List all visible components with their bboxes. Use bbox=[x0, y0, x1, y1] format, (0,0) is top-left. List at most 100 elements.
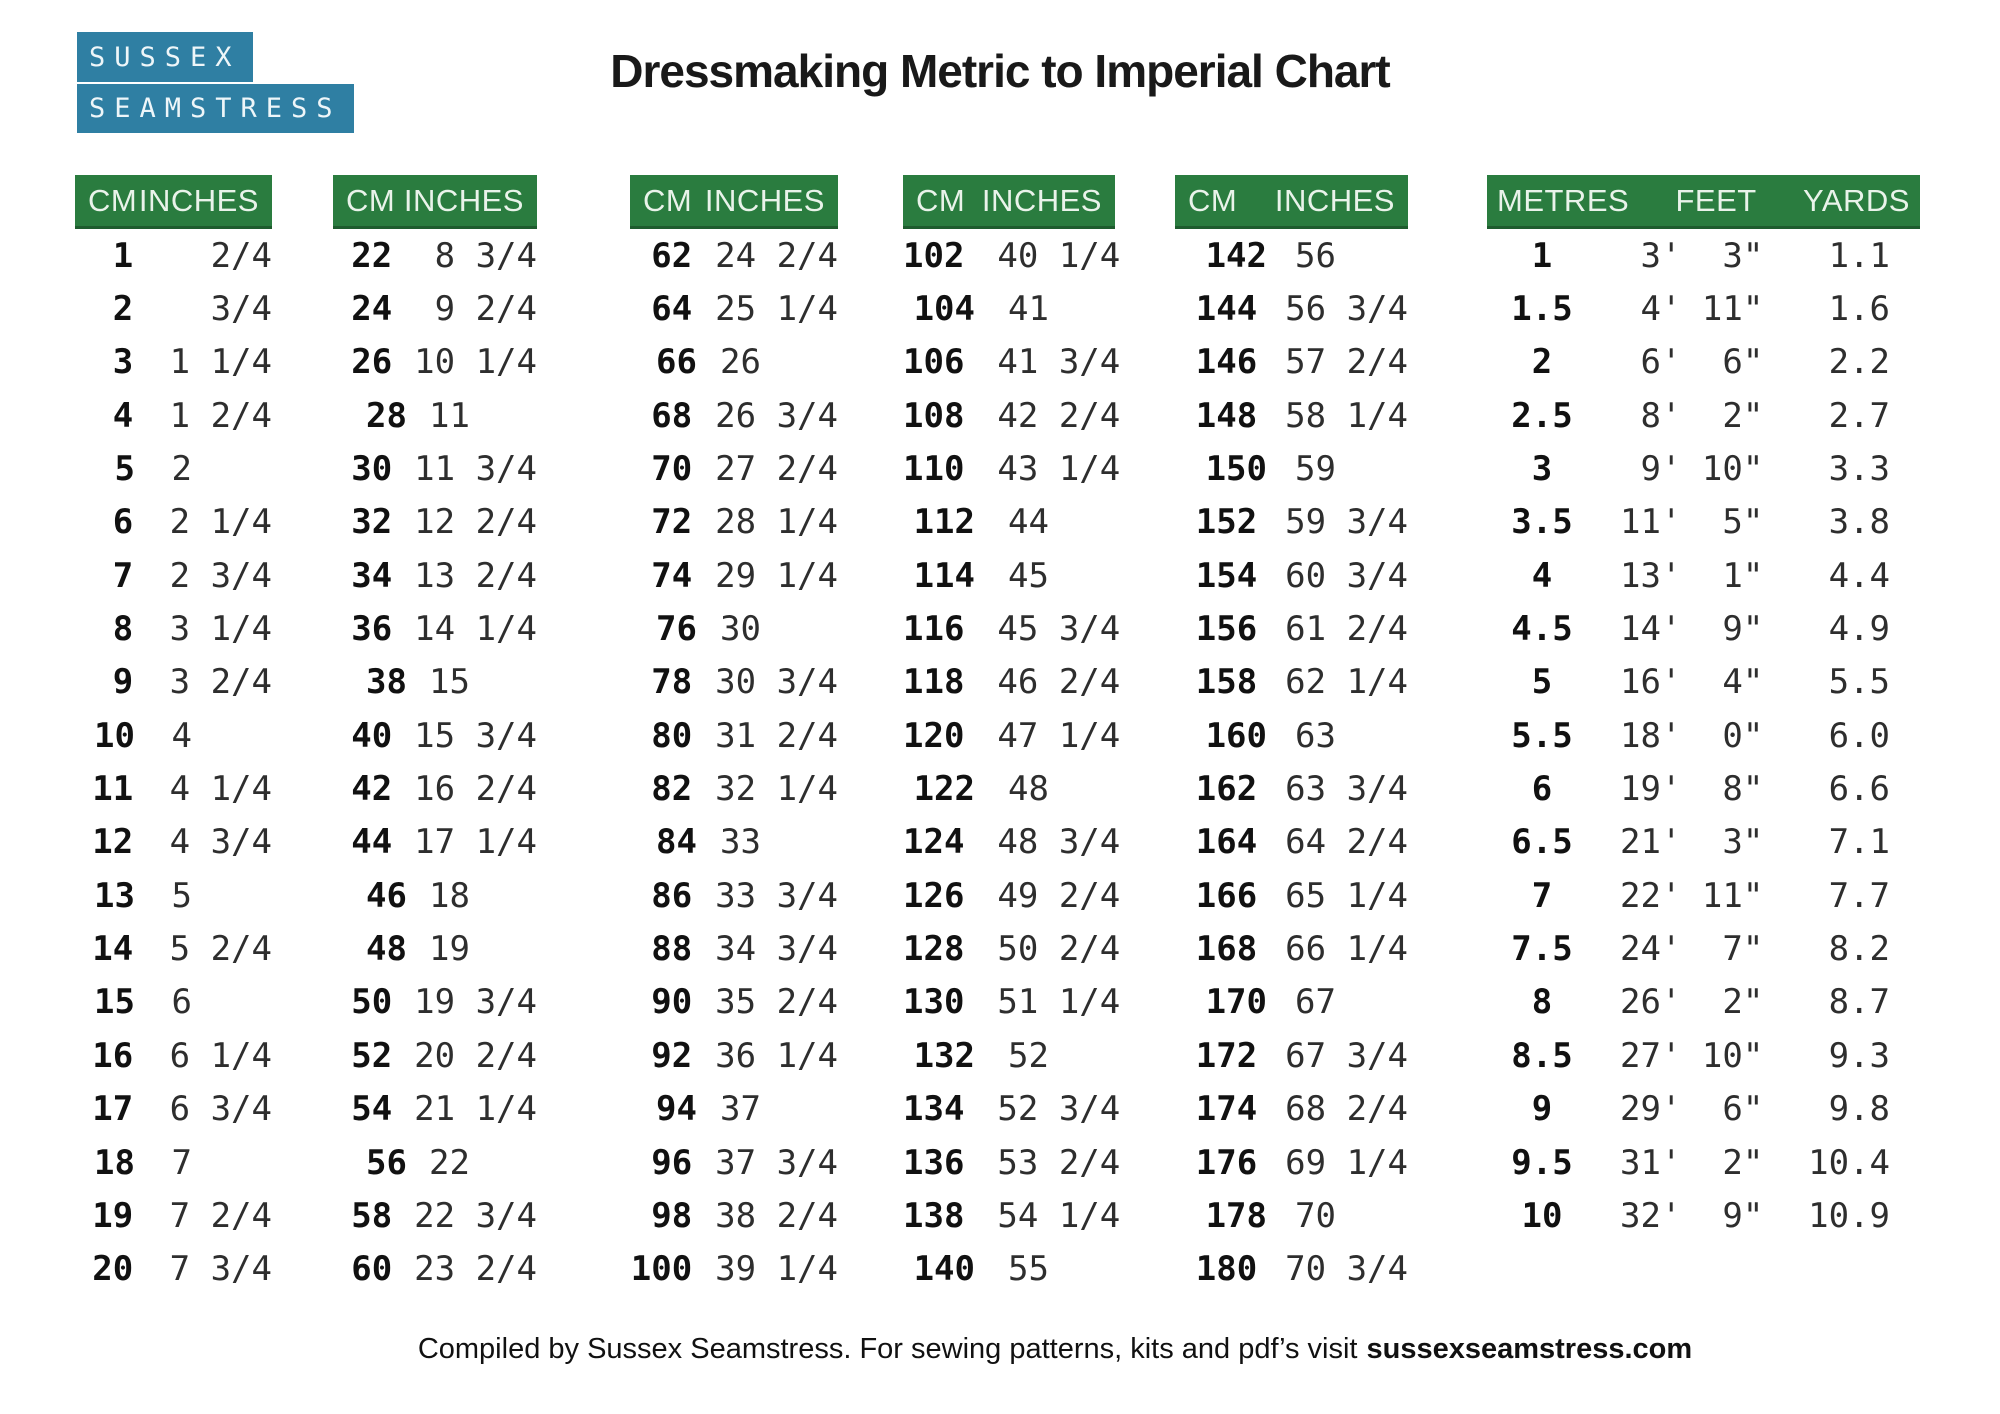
table-row: 17 6 3/4 bbox=[75, 1083, 272, 1136]
table-row: 150 59 bbox=[1175, 442, 1408, 495]
inches-value: 16 2/4 bbox=[414, 769, 537, 810]
table-row: 160 63 bbox=[1175, 709, 1408, 762]
inches-value: 2 1/4 bbox=[149, 502, 272, 543]
table-row: 38 15 bbox=[333, 656, 537, 709]
inches-value: 31 2/4 bbox=[715, 715, 838, 756]
inches-value: 69 1/4 bbox=[1285, 1142, 1408, 1183]
cm-value: 84 bbox=[656, 822, 697, 863]
yards-value: 5.5 bbox=[1808, 662, 1890, 703]
metres-value: 6.5 bbox=[1511, 822, 1573, 863]
inches-value: 30 3/4 bbox=[715, 662, 838, 703]
cm-value: 148 bbox=[1195, 395, 1258, 436]
feet-value: 26' 2" bbox=[1620, 982, 1764, 1023]
table-row: 152 59 3/4 bbox=[1175, 496, 1408, 549]
table-row: 3.5 11' 5" 3.8 bbox=[1487, 496, 1920, 549]
table-row: 168 66 1/4 bbox=[1175, 922, 1408, 975]
inches-value: 53 2/4 bbox=[997, 1142, 1121, 1183]
logo-text-seamstress: SEAMSTRESS bbox=[77, 84, 354, 133]
cm-value: 60 bbox=[351, 1249, 393, 1290]
table-row: 154 60 3/4 bbox=[1175, 549, 1408, 602]
cm-value: 11 bbox=[92, 769, 134, 810]
table-row: 106 41 3/4 bbox=[903, 336, 1120, 389]
cm-value: 82 bbox=[651, 769, 693, 810]
inches-value: 2 bbox=[151, 449, 192, 490]
table-row: 92 36 1/4 bbox=[630, 1029, 838, 1082]
cm-value: 19 bbox=[92, 1195, 134, 1236]
cm-value: 172 bbox=[1195, 1035, 1258, 1076]
table-row: 74 29 1/4 bbox=[630, 549, 838, 602]
cm-value: 104 bbox=[913, 289, 975, 330]
metres-value: 2.5 bbox=[1511, 395, 1573, 436]
table-row: 72 28 1/4 bbox=[630, 496, 838, 549]
inches-value: 58 1/4 bbox=[1285, 395, 1408, 436]
cm-value: 88 bbox=[651, 929, 693, 970]
inches-value: 1 1/4 bbox=[149, 342, 272, 383]
inches-value: 52 3/4 bbox=[997, 1089, 1121, 1130]
inches-value: 8 3/4 bbox=[414, 235, 537, 276]
inches-value: 17 1/4 bbox=[414, 822, 537, 863]
table-row: 144 56 3/4 bbox=[1175, 282, 1408, 335]
cm-value: 7 bbox=[112, 555, 134, 596]
table-row: 90 35 2/4 bbox=[630, 976, 838, 1029]
inches-value: 45 3/4 bbox=[997, 609, 1121, 650]
table-row: 146 57 2/4 bbox=[1175, 336, 1408, 389]
table-row: 1 3' 3" 1.1 bbox=[1487, 229, 1920, 282]
table-header: CM INCHES bbox=[333, 175, 537, 229]
table-row: 120 47 1/4 bbox=[903, 709, 1120, 762]
table-row: 84 33 bbox=[630, 816, 838, 869]
table-header: METRES FEET YARDS bbox=[1487, 175, 1920, 229]
table-row: 46 18 bbox=[333, 869, 537, 922]
inches-value: 27 2/4 bbox=[715, 449, 838, 490]
cm-value: 78 bbox=[651, 662, 693, 703]
cm-value: 52 bbox=[351, 1035, 393, 1076]
cm-value: 94 bbox=[656, 1089, 697, 1130]
inches-value: 32 1/4 bbox=[715, 769, 838, 810]
footer-website: sussexseamstress.com bbox=[1366, 1333, 1693, 1365]
inches-value: 41 3/4 bbox=[997, 342, 1121, 383]
inches-value: 60 3/4 bbox=[1285, 555, 1408, 596]
yards-value: 10.4 bbox=[1808, 1142, 1890, 1183]
inches-value: 48 bbox=[1008, 769, 1049, 810]
table-row: 2.5 8' 2" 2.7 bbox=[1487, 389, 1920, 442]
cm-value: 138 bbox=[903, 1195, 965, 1236]
table-header: CM INCHES bbox=[1175, 175, 1408, 229]
inches-value: 65 1/4 bbox=[1285, 875, 1408, 916]
inches-value: 70 3/4 bbox=[1285, 1249, 1408, 1290]
cm-value: 168 bbox=[1195, 929, 1258, 970]
metres-value: 8.5 bbox=[1511, 1035, 1573, 1076]
table-row: 170 67 bbox=[1175, 976, 1408, 1029]
table-header: CM INCHES bbox=[630, 175, 838, 229]
inches-value: 13 2/4 bbox=[414, 555, 537, 596]
cm-value: 40 bbox=[351, 715, 393, 756]
inches-value: 3 1/4 bbox=[149, 609, 272, 650]
inches-value: 67 3/4 bbox=[1285, 1035, 1408, 1076]
inches-value: 39 1/4 bbox=[715, 1249, 838, 1290]
yards-value: 10.9 bbox=[1808, 1195, 1890, 1236]
table-row: 108 42 2/4 bbox=[903, 389, 1120, 442]
inches-value: 14 1/4 bbox=[414, 609, 537, 650]
column-header-feet: FEET bbox=[1675, 182, 1757, 218]
table-row: 14 5 2/4 bbox=[75, 922, 272, 975]
table-row: 7.5 24' 7" 8.2 bbox=[1487, 922, 1920, 975]
table-row: 62 24 2/4 bbox=[630, 229, 838, 282]
cm-value: 54 bbox=[351, 1089, 393, 1130]
feet-value: 24' 7" bbox=[1620, 929, 1764, 970]
yards-value: 7.1 bbox=[1808, 822, 1890, 863]
inches-value: 34 3/4 bbox=[715, 929, 838, 970]
inches-value: 51 1/4 bbox=[997, 982, 1121, 1023]
cm-value: 20 bbox=[92, 1249, 134, 1290]
inches-value: 15 3/4 bbox=[414, 715, 537, 756]
cm-value: 10 bbox=[94, 715, 135, 756]
table-row: 8 26' 2" 8.7 bbox=[1487, 976, 1920, 1029]
cm-value: 64 bbox=[651, 289, 693, 330]
feet-value: 11' 5" bbox=[1620, 502, 1764, 543]
metres-feet-yards-table: METRES FEET YARDS 1 3' 3" 1.1 1.5 4' 11" … bbox=[1487, 175, 1920, 1243]
cm-value: 26 bbox=[351, 342, 393, 383]
cm-value: 74 bbox=[651, 555, 693, 596]
inches-value: 25 1/4 bbox=[715, 289, 838, 330]
inches-value: 29 1/4 bbox=[715, 555, 838, 596]
inches-value: 61 2/4 bbox=[1285, 609, 1408, 650]
inches-value: 4 bbox=[151, 715, 192, 756]
column-header-inches: INCHES bbox=[1274, 182, 1395, 218]
